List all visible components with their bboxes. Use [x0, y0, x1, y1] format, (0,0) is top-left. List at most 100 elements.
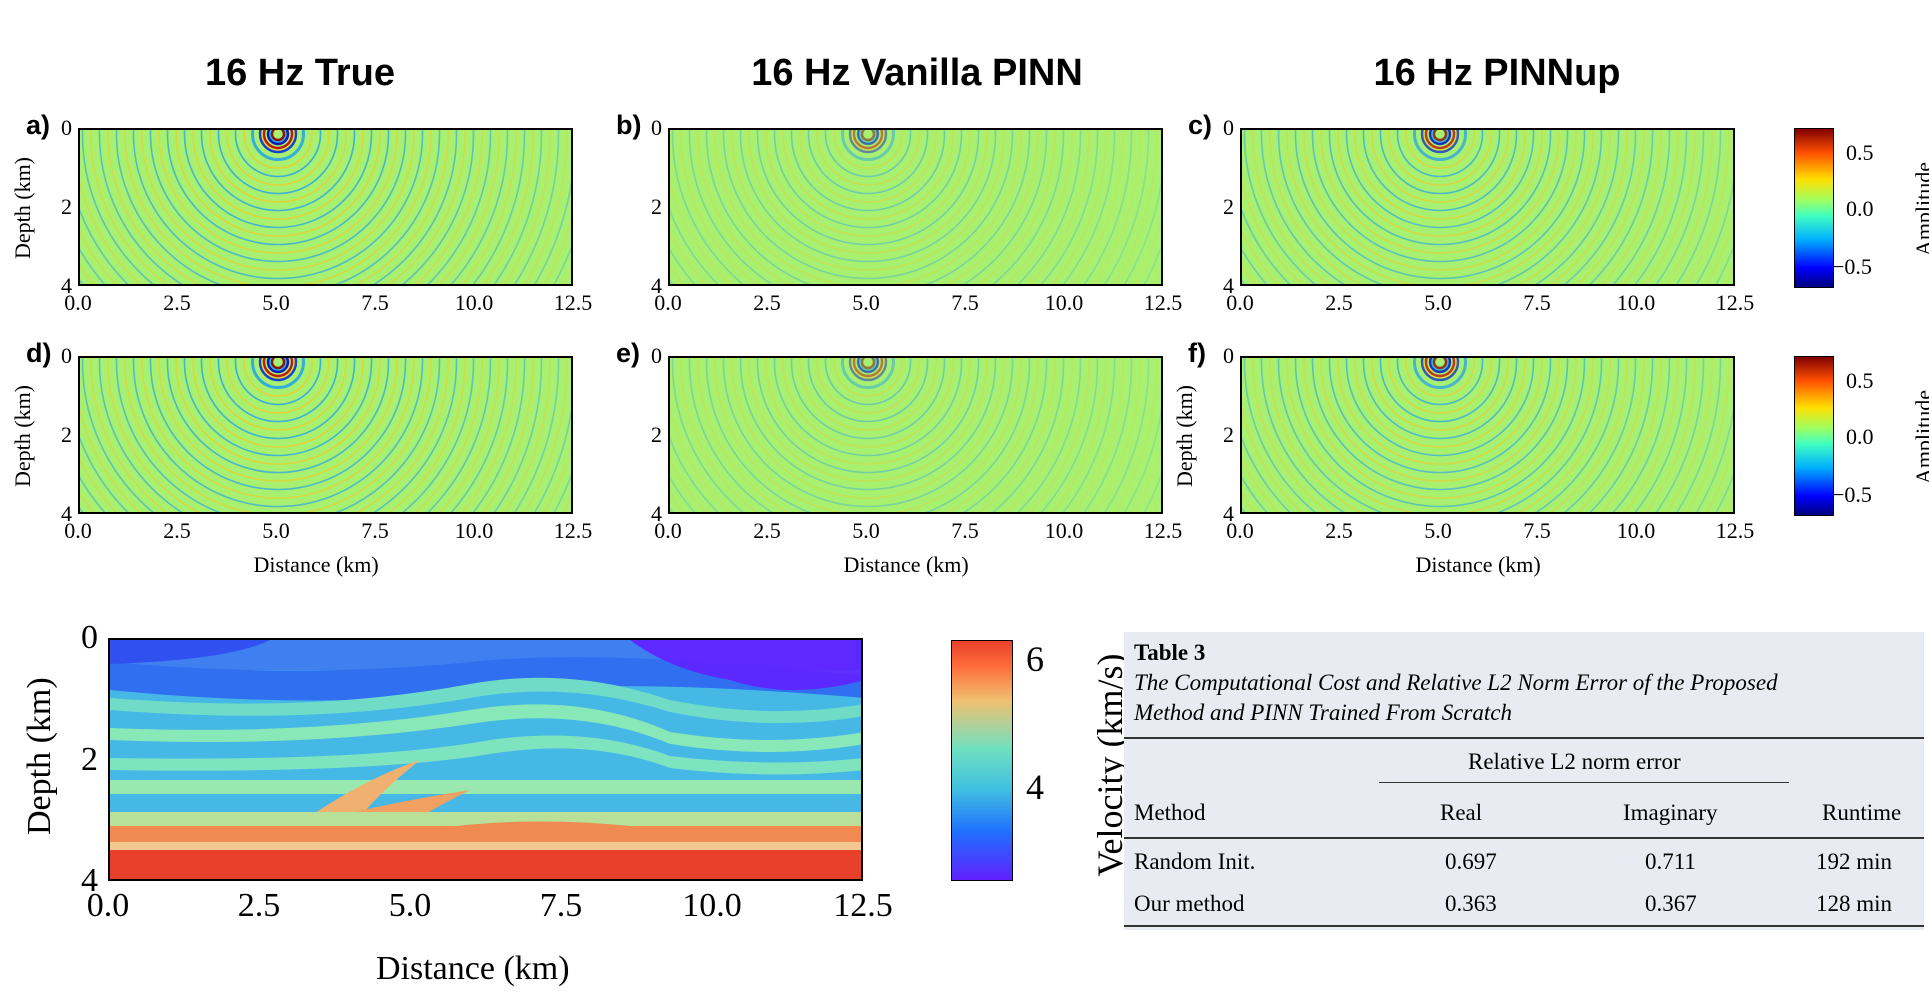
x-tick-label: 0.0 [654, 518, 682, 543]
y-tick-label: 0 [1223, 343, 1234, 368]
x-tick-label: 0.0 [654, 290, 682, 315]
velocity-y-tick-label: 2 [81, 740, 98, 778]
velocity-colorbar [951, 640, 1013, 881]
x-tick-label: 10.0 [1044, 518, 1084, 543]
x-tick-label: 2.5 [753, 290, 781, 315]
distance-axis-label: Distance (km) [253, 552, 379, 577]
table-cell: 0.367 [1645, 891, 1697, 916]
y-tick-label: 4 [651, 273, 662, 298]
velocity-x-tick-label: 5.0 [388, 887, 432, 924]
y-tick-label: 2 [1223, 194, 1234, 219]
y-tick-label: 0 [651, 343, 662, 368]
panel-label: b) [616, 110, 642, 140]
x-tick-label: 7.5 [361, 290, 389, 315]
wavefield-image [670, 358, 1161, 512]
table-3: Table 3 The Computational Cost and Relat… [1124, 632, 1924, 930]
table-rule-mid [1124, 837, 1924, 839]
velocity-y-tick-label: 0 [81, 619, 98, 656]
table-cell: 128 min [1816, 891, 1893, 916]
distance-axis-label: Distance (km) [843, 552, 969, 577]
y-tick-label: 4 [61, 273, 72, 298]
x-tick-label: 10.0 [454, 518, 494, 543]
velocity-colorbar-tick: 4 [1026, 767, 1044, 807]
wavefield-plot [78, 356, 573, 514]
x-tick-label: 7.5 [1523, 290, 1551, 315]
amplitude-colorbar-top [1794, 128, 1834, 288]
x-tick-label: 7.5 [1523, 518, 1551, 543]
velocity-x-tick-label: 12.5 [833, 887, 893, 924]
panel-label: c) [1188, 110, 1213, 140]
velocity-x-tick-label: 7.5 [539, 887, 583, 924]
table-col-runtime: Runtime [1822, 800, 1902, 825]
y-tick-label: 0 [61, 343, 72, 368]
velocity-depth-label: Depth (km) [21, 677, 58, 835]
wavefield-plot [668, 128, 1163, 286]
y-tick-label: 2 [61, 194, 72, 219]
x-tick-label: 5.0 [262, 290, 290, 315]
table-caption-line1: The Computational Cost and Relative L2 N… [1134, 670, 1778, 695]
depth-axis-label: Depth (km) [1172, 384, 1197, 488]
x-tick-label: 7.5 [951, 518, 979, 543]
table-caption-line2: Method and PINN Trained From Scratch [1134, 700, 1512, 725]
title-pinnup: 16 Hz PINNup [1373, 52, 1621, 94]
x-tick-label: 5.0 [262, 518, 290, 543]
x-tick-label: 0.0 [1226, 290, 1254, 315]
panel-label: f) [1188, 338, 1206, 368]
velocity-x-tick-label: 0.0 [86, 887, 130, 924]
x-tick-label: 12.5 [553, 518, 593, 543]
velocity-distance-label: Distance (km) [376, 950, 570, 987]
colorbar-tick: 0.0 [1846, 196, 1874, 221]
colorbar-tick: 0.5 [1846, 140, 1874, 165]
table-cell: 0.711 [1645, 849, 1696, 874]
colorbar-tick: 0.0 [1846, 424, 1874, 449]
wavefield-plot [1240, 356, 1735, 514]
x-tick-label: 2.5 [163, 518, 191, 543]
y-tick-label: 4 [1223, 501, 1234, 526]
table-group-header: Relative L2 norm error [1468, 749, 1681, 774]
wavefield-image [1242, 130, 1733, 284]
table-cell: Random Init. [1134, 849, 1256, 874]
y-tick-label: 0 [651, 115, 662, 140]
amplitude-colorbar-label: Amplitude [1911, 161, 1929, 257]
x-tick-label: 0.0 [1226, 518, 1254, 543]
wavefield-image [670, 130, 1161, 284]
x-tick-label: 10.0 [1616, 290, 1656, 315]
table-col-method: Method [1134, 800, 1206, 825]
colorbar-tick: 0.5 [1846, 368, 1874, 393]
x-tick-label: 12.5 [553, 290, 593, 315]
x-tick-label: 7.5 [951, 290, 979, 315]
colorbar-tick: −0.5 [1832, 482, 1872, 507]
title-true: 16 Hz True [204, 52, 396, 94]
table-caption-title: Table 3 [1134, 640, 1206, 665]
x-tick-label: 5.0 [852, 290, 880, 315]
x-tick-label: 2.5 [753, 518, 781, 543]
depth-axis-label: Depth (km) [10, 384, 35, 488]
table-cell: 0.363 [1445, 891, 1497, 916]
title-vanilla: 16 Hz Vanilla PINN [751, 52, 1083, 94]
x-tick-label: 10.0 [1044, 290, 1084, 315]
table-cell: Our method [1134, 891, 1245, 916]
x-tick-label: 7.5 [361, 518, 389, 543]
velocity-y-tick-label: 4 [81, 862, 98, 899]
x-tick-label: 2.5 [163, 290, 191, 315]
x-tick-label: 12.5 [1143, 290, 1183, 315]
x-tick-label: 2.5 [1325, 518, 1353, 543]
x-tick-label: 2.5 [1325, 290, 1353, 315]
x-tick-label: 5.0 [1424, 518, 1452, 543]
velocity-x-tick-label: 2.5 [237, 887, 281, 924]
x-tick-label: 5.0 [852, 518, 880, 543]
x-tick-label: 12.5 [1715, 518, 1755, 543]
x-tick-label: 12.5 [1715, 290, 1755, 315]
table-col-real: Real [1440, 800, 1483, 825]
panel-label: e) [616, 338, 641, 368]
velocity-model-image [110, 640, 861, 879]
wavefield-image [1242, 358, 1733, 512]
y-tick-label: 2 [61, 422, 72, 447]
y-tick-label: 0 [1223, 115, 1234, 140]
y-tick-label: 2 [651, 194, 662, 219]
y-tick-label: 4 [61, 501, 72, 526]
panel-label: d) [26, 338, 52, 368]
x-tick-label: 12.5 [1143, 518, 1183, 543]
velocity-model-plot [108, 638, 863, 881]
table-col-imaginary: Imaginary [1623, 800, 1718, 825]
